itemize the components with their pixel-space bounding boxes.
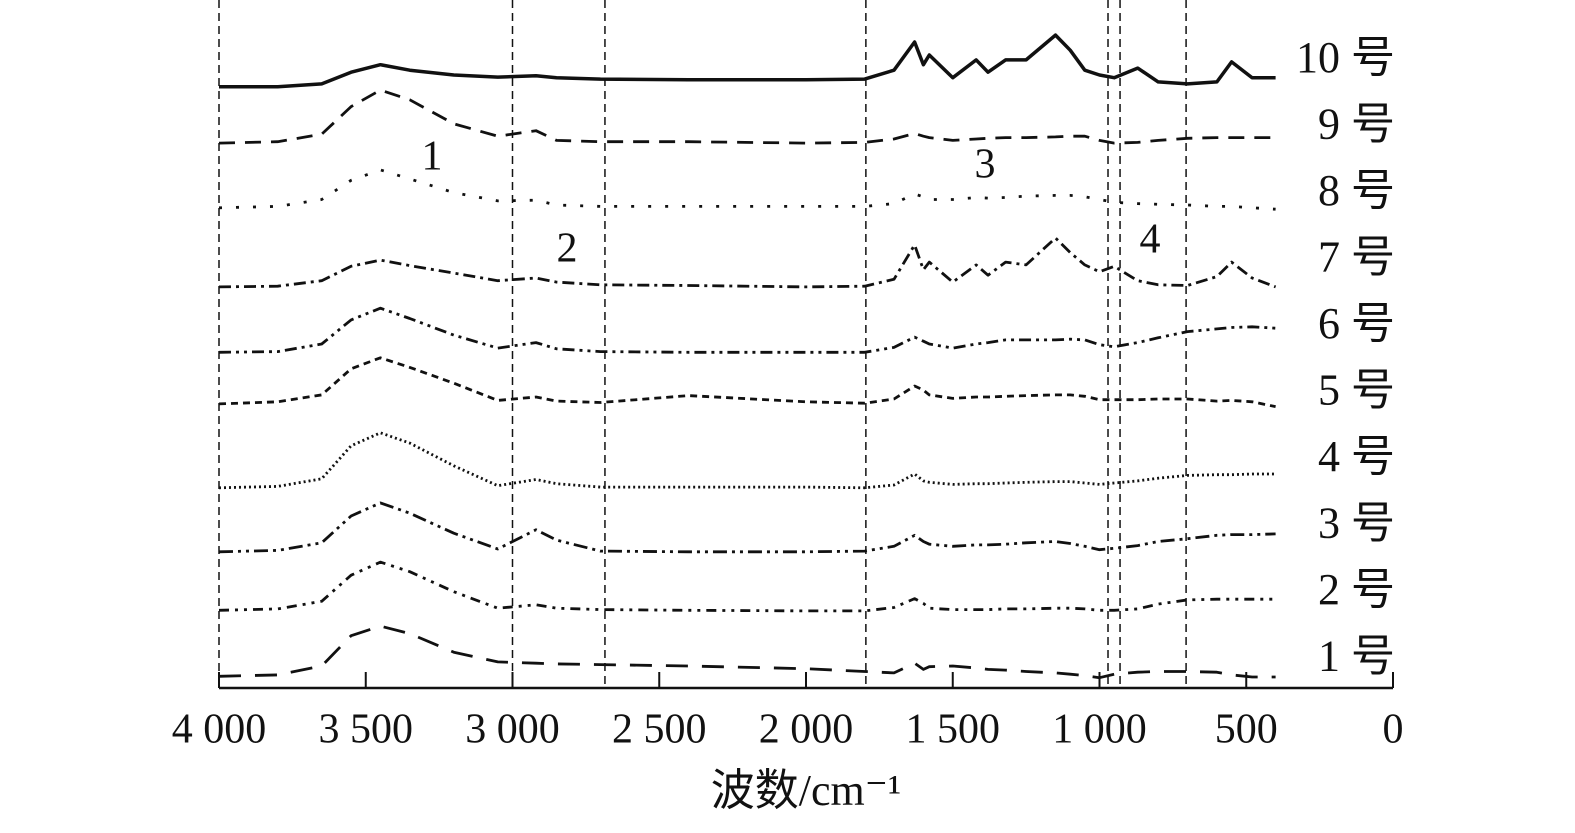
legend-label: 9 号 (1318, 100, 1395, 149)
legend-label: 3 号 (1318, 499, 1395, 548)
x-tick-label: 3 000 (465, 707, 560, 753)
x-tick-label: 0 (1383, 707, 1404, 753)
series-line (218, 306, 1276, 354)
series-line (218, 88, 1276, 145)
legend-label: 7 号 (1318, 233, 1395, 282)
x-tick-label: 3 500 (319, 707, 414, 753)
x-tick-label: 2 000 (759, 707, 854, 753)
series-line (218, 356, 1276, 408)
annotation: 2 (557, 226, 578, 272)
x-axis-label: 波数/cm⁻¹ (711, 766, 901, 815)
series-line (218, 431, 1276, 490)
x-tick-label: 2 500 (612, 707, 707, 753)
legend-label: 4 号 (1318, 432, 1395, 481)
x-tick-label: 1 500 (906, 707, 1001, 753)
annotation: 1 (422, 134, 443, 180)
legend-label: 8 号 (1318, 166, 1395, 215)
x-tick-label: 1 000 (1052, 707, 1147, 753)
annotation: 4 (1140, 217, 1161, 263)
legend-label: 5 号 (1318, 366, 1395, 415)
legend-label: 1 号 (1318, 632, 1395, 681)
legend-label: 6 号 (1318, 299, 1395, 348)
x-tick-label: 4 000 (172, 707, 267, 753)
series-line (218, 501, 1276, 554)
series-line (218, 624, 1276, 680)
legend-label: 10 号 (1296, 33, 1395, 82)
series-line (218, 236, 1277, 289)
series-line (219, 33, 1276, 89)
x-tick-label: 500 (1215, 707, 1278, 753)
series-line (218, 168, 1276, 211)
legend-label: 2 号 (1318, 565, 1395, 614)
series-line (218, 560, 1276, 613)
annotation: 3 (975, 142, 996, 188)
